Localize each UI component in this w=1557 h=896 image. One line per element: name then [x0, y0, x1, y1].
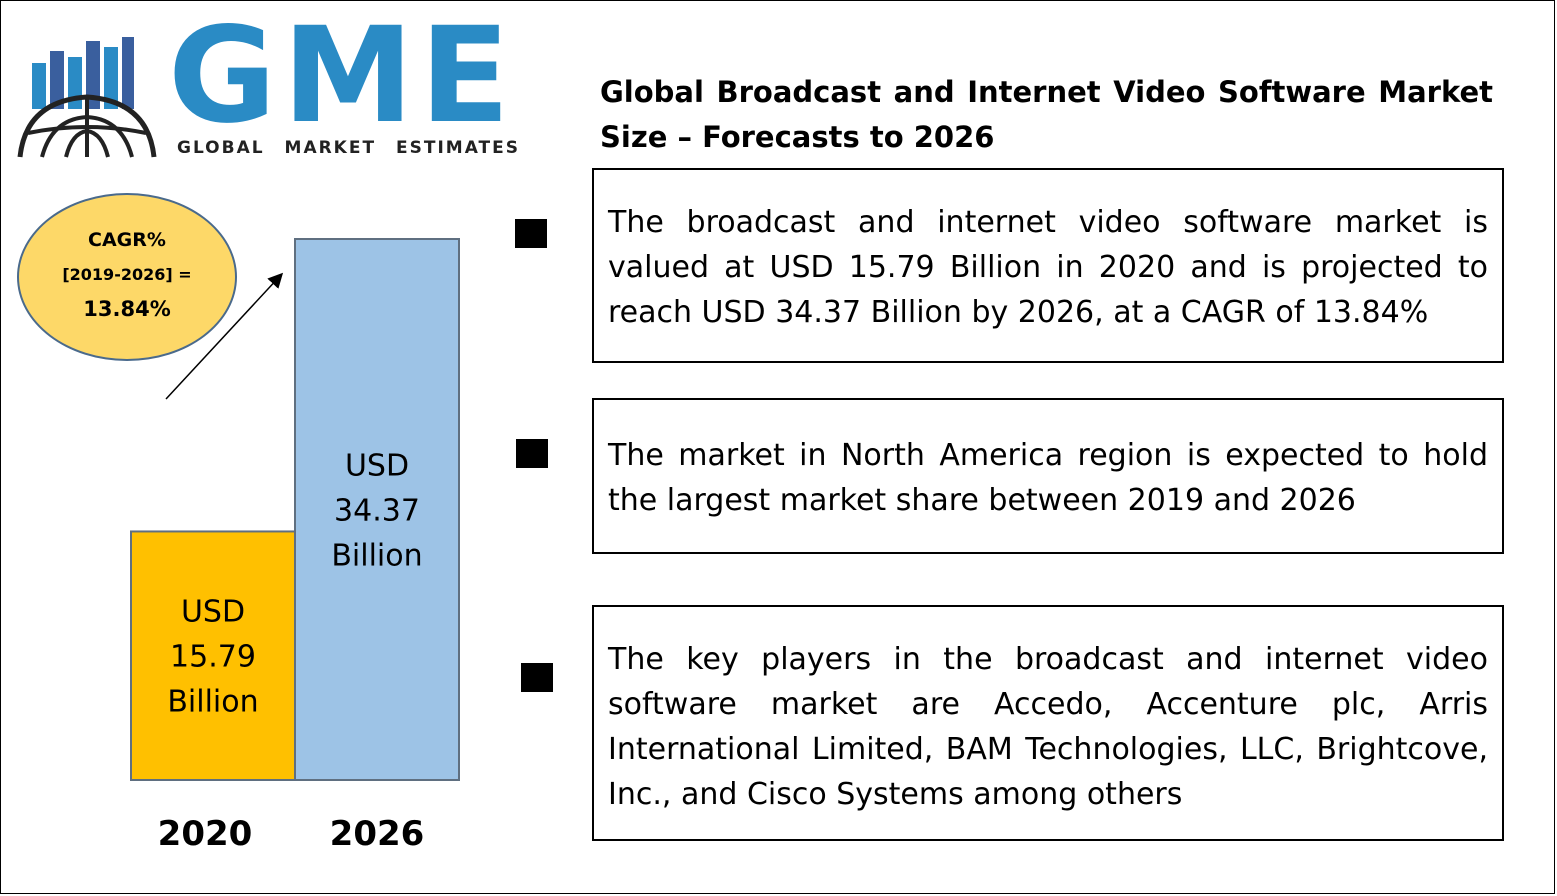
globe-bars-logo-icon: [17, 37, 157, 158]
bullet-marker-3: [521, 663, 553, 692]
cagr-badge: CAGR% [2019-2026] = 13.84%: [17, 193, 237, 361]
highlight-box-region: The market in North America region is ex…: [592, 398, 1504, 554]
cagr-period: [2019-2026] =: [62, 265, 192, 284]
bullet-marker-1: [515, 219, 547, 248]
logo-wordmark: GME: [168, 0, 516, 153]
highlight-box-market-size: The broadcast and internet video softwar…: [592, 168, 1504, 363]
cagr-label: CAGR%: [88, 229, 166, 251]
highlight-box-key-players: The key players in the broadcast and int…: [592, 605, 1504, 841]
highlight-text: The broadcast and internet video softwar…: [608, 205, 1488, 330]
bullet-marker-2: [516, 439, 548, 468]
logo-tagline: GLOBAL MARKET ESTIMATES: [177, 138, 520, 158]
page-title: Global Broadcast and Internet Video Soft…: [600, 75, 1493, 154]
cagr-value: 13.84%: [83, 297, 171, 321]
highlight-text: The market in North America region is ex…: [608, 438, 1488, 518]
highlight-text: The key players in the broadcast and int…: [608, 642, 1488, 812]
